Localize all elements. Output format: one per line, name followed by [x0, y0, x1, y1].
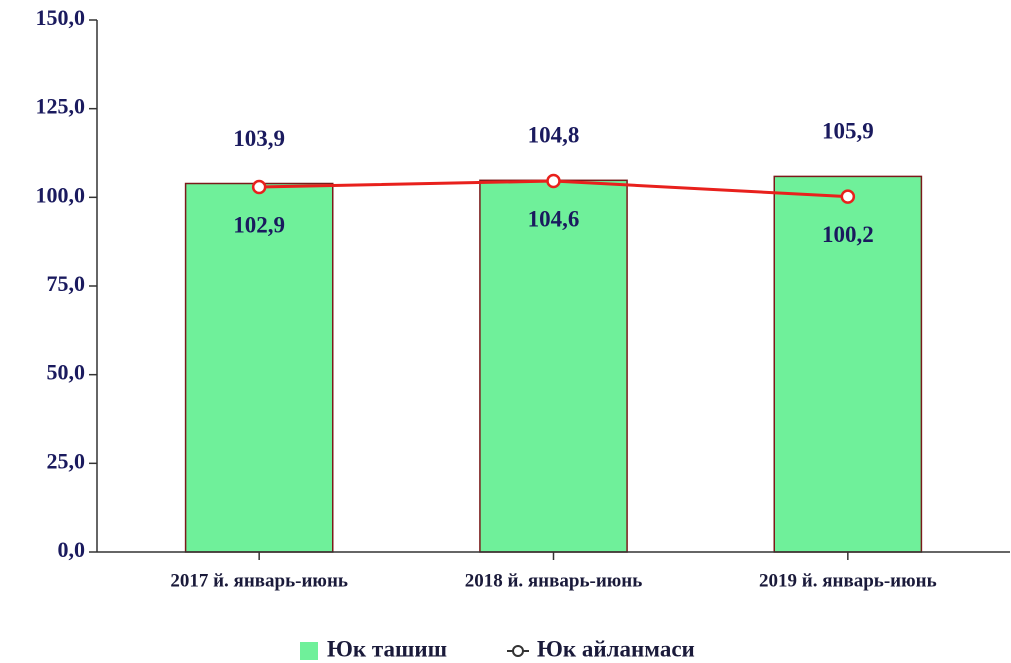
marker: [840, 189, 856, 204]
y-tick-label: 75,0: [47, 271, 86, 296]
data-label: 102,9: [233, 212, 285, 237]
x-tick-label: 2019 й. январь-июнь: [759, 570, 937, 591]
legend-marker: [512, 645, 524, 657]
data-label: 103,9: [233, 126, 285, 151]
data-label: 105,9: [822, 119, 874, 144]
marker: [251, 179, 267, 195]
bar: [773, 175, 923, 553]
y-tick-label: 150,0: [36, 5, 86, 30]
bar: [479, 179, 628, 553]
x-tick-label: 2018 й. январь-июнь: [465, 570, 643, 591]
y-tick-label: 125,0: [36, 94, 86, 119]
marker: [546, 173, 561, 189]
legend-label: Юк ташиш: [327, 636, 447, 661]
y-tick-label: 0,0: [58, 537, 86, 562]
y-tick-label: 25,0: [47, 448, 86, 473]
y-tick-label: 50,0: [47, 360, 86, 385]
data-label: 100,2: [822, 222, 874, 247]
y-tick-label: 100,0: [36, 182, 86, 207]
bar: [184, 182, 334, 553]
legend-swatch: [300, 642, 318, 660]
data-label: 104,8: [528, 123, 580, 148]
legend-label: Юк айланмаси: [537, 636, 695, 661]
x-tick-label: 2017 й. январь-июнь: [170, 570, 348, 591]
data-label: 104,6: [528, 206, 580, 231]
